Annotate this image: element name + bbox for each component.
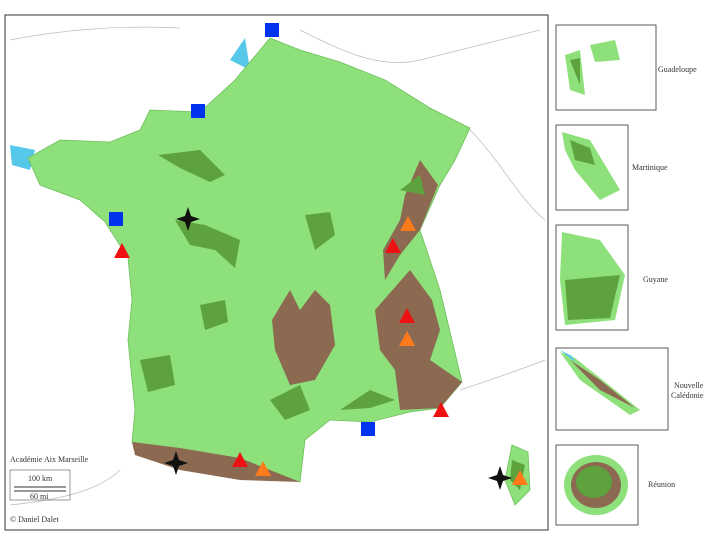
credit-org: Académie Aix Marseille (10, 455, 89, 464)
insets (555, 24, 669, 526)
scale-box (9, 469, 71, 501)
neighbour-borders (9, 26, 546, 506)
inset-label: Réunion (648, 480, 675, 489)
inset-label: Martinique (632, 163, 668, 172)
inset-label: Calédonie (671, 391, 704, 400)
inset-label: Guyane (643, 275, 668, 284)
scale-km: 100 km (28, 474, 53, 483)
blue-squares (109, 23, 375, 436)
scale-mi: 60 mi (30, 492, 49, 501)
lake (230, 38, 250, 70)
inset-label: Guadeloupe (658, 65, 697, 74)
water (10, 145, 35, 170)
copyright: © Daniel Dalet (10, 515, 60, 524)
inset-label: Nouvelle (674, 381, 704, 390)
